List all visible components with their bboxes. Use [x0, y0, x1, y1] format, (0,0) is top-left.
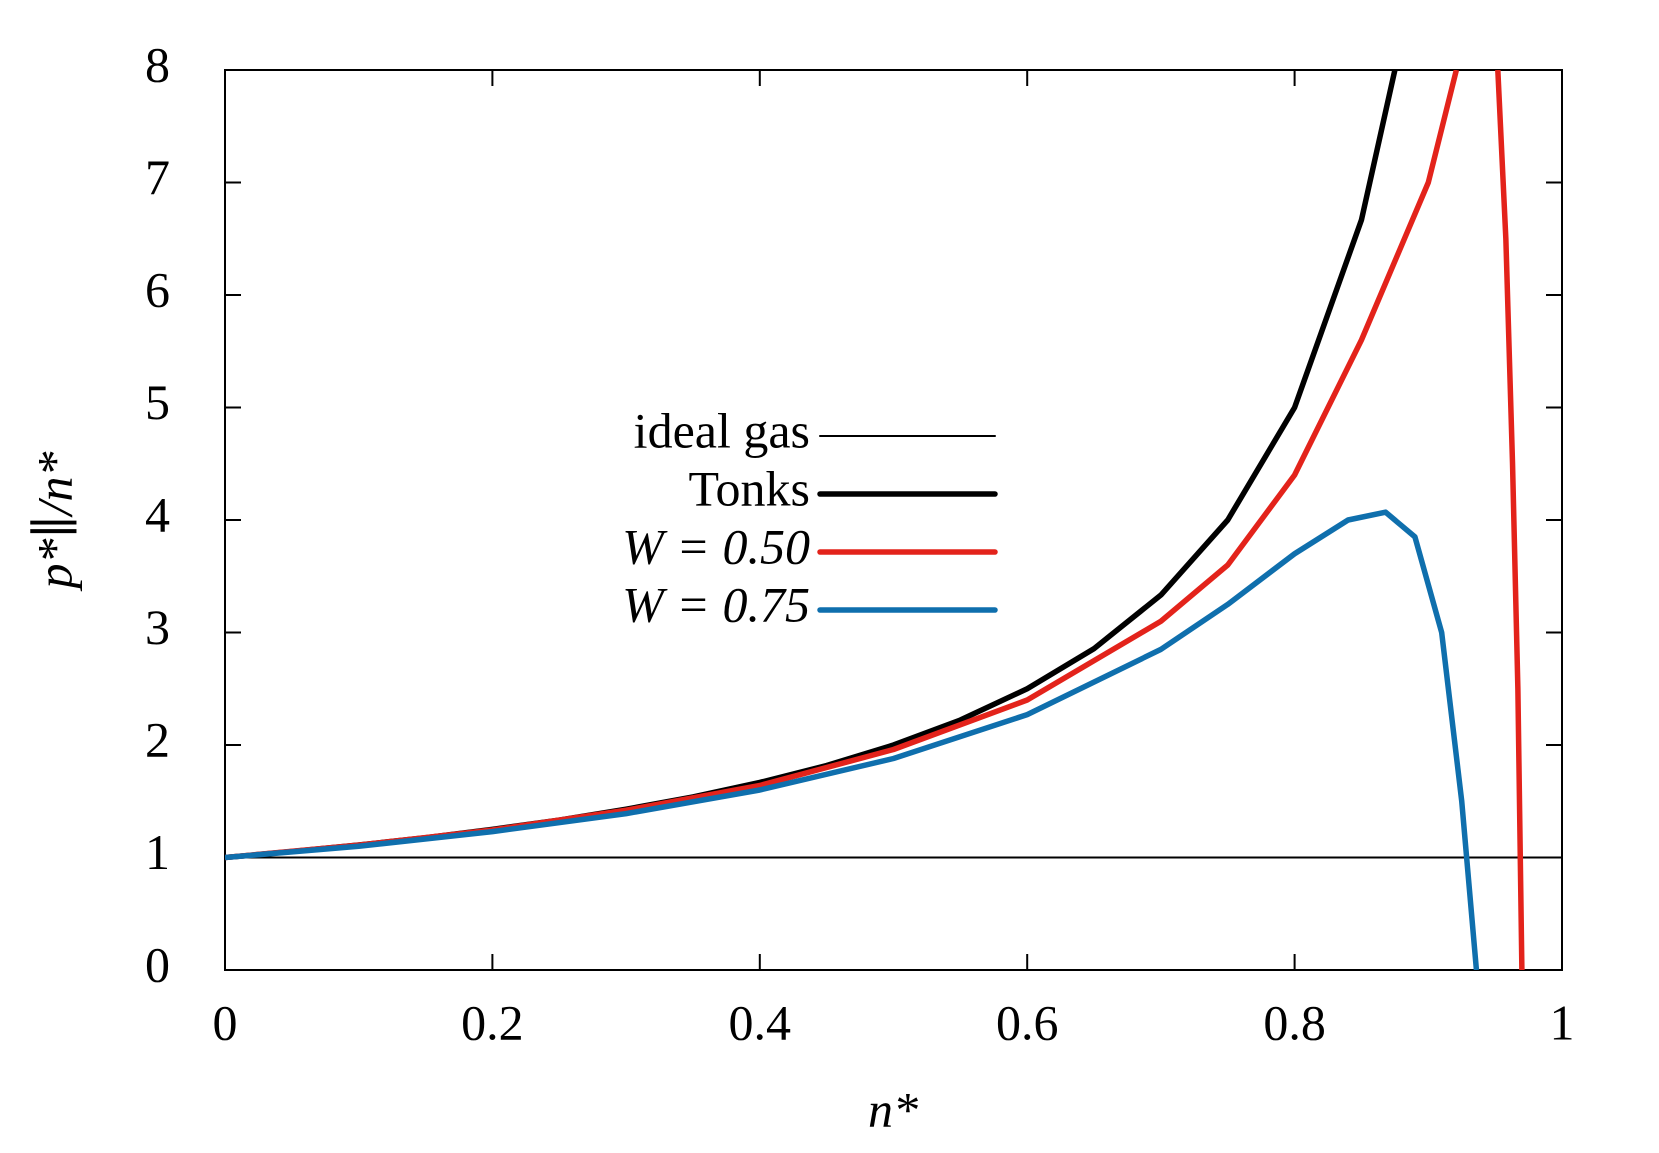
x-axis-label: n* [868, 1081, 918, 1137]
x-tick-label: 0.8 [1263, 994, 1326, 1050]
y-tick-label: 0 [145, 936, 170, 992]
x-tick-label: 0 [213, 994, 238, 1050]
y-tick-label: 7 [145, 149, 170, 205]
x-tick-label: 0.4 [729, 994, 792, 1050]
x-tick-label: 0.6 [996, 994, 1059, 1050]
legend-label: Tonks [688, 460, 810, 516]
y-tick-label: 1 [145, 824, 170, 880]
y-tick-label: 4 [145, 486, 170, 542]
plot-area [225, 70, 1562, 970]
y-tick-label: 5 [145, 374, 170, 430]
y-tick-label: 3 [145, 599, 170, 655]
series-line [225, 70, 1525, 970]
y-tick-label: 2 [145, 711, 170, 767]
legend-label: W = 0.75 [622, 576, 810, 632]
series-line [225, 509, 1480, 970]
y-tick-label: 6 [145, 261, 170, 317]
x-tick-label: 0.2 [461, 994, 524, 1050]
y-axis-label: p*∥/n* [26, 452, 82, 592]
legend-label: W = 0.50 [622, 518, 810, 574]
y-tick-label: 8 [145, 36, 170, 92]
legend-label: ideal gas [634, 402, 810, 458]
x-tick-label: 1 [1550, 994, 1575, 1050]
